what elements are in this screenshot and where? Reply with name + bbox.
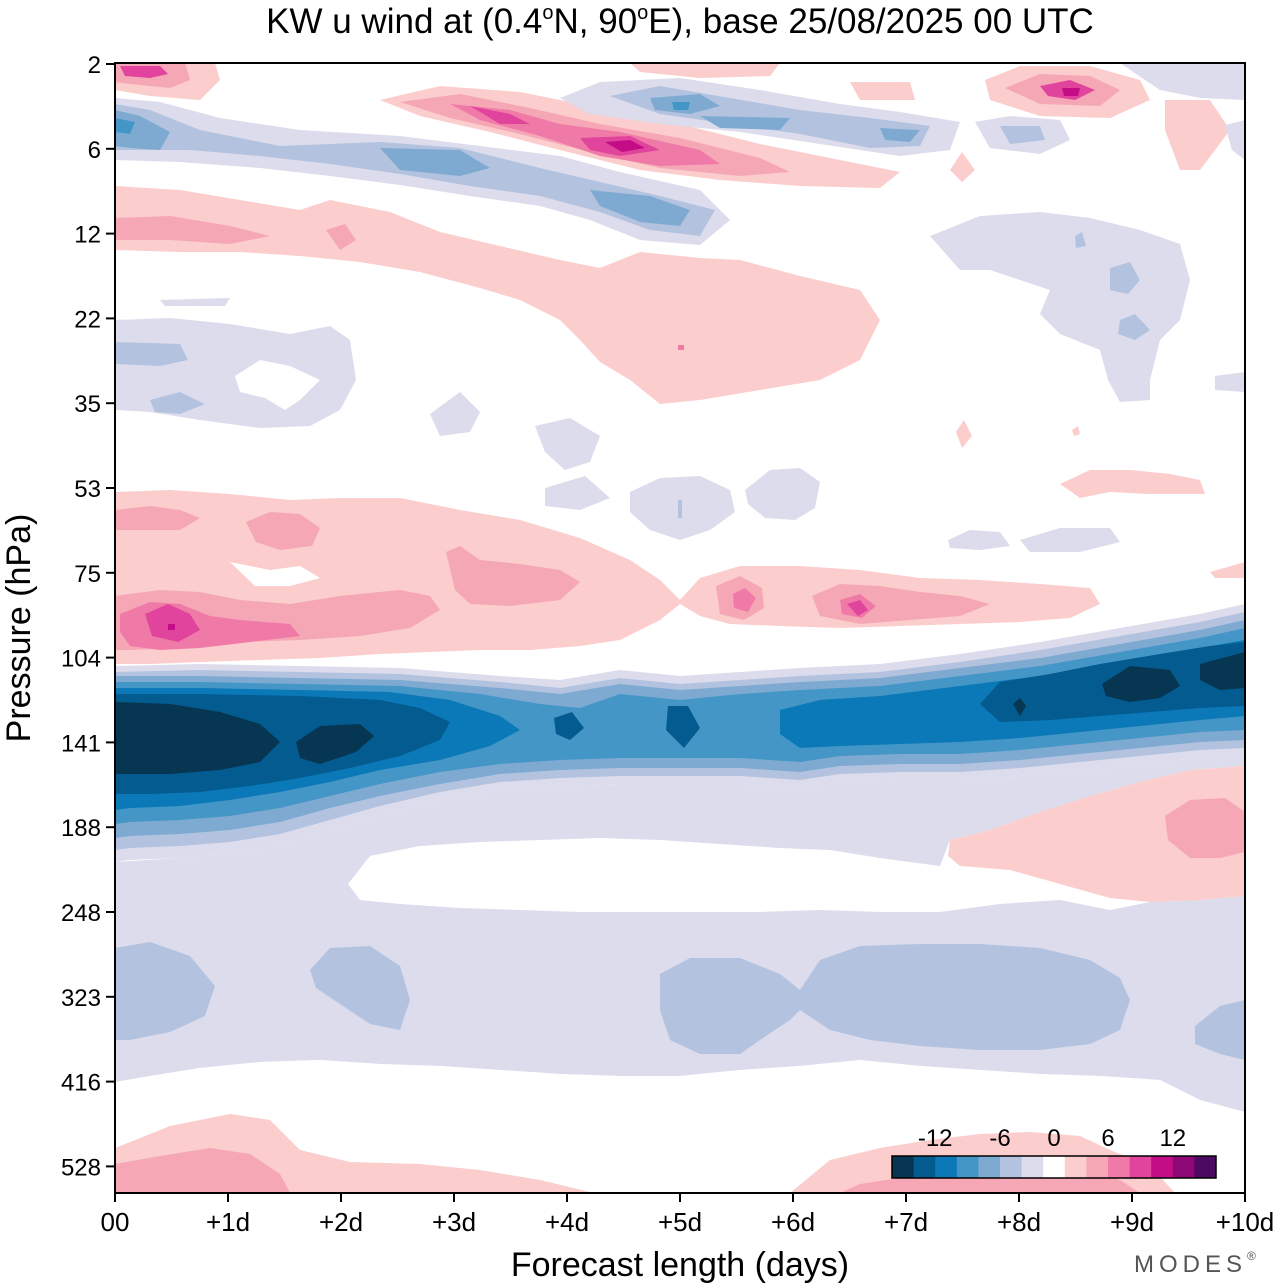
contour-lower-pos-2e [168, 624, 175, 630]
contour-tropo-pos-1-redraw [948, 766, 1245, 902]
contour-upper-neg-1c [115, 110, 690, 226]
contour-mid-neg-1 [115, 318, 356, 428]
x-tick-label: +5d [658, 1207, 702, 1237]
y-tick-label: 141 [61, 730, 101, 757]
contour-mid-pos-1 [115, 186, 880, 404]
y-tick-label: 416 [61, 1070, 101, 1097]
y-axis: 2 6 12 22 35 53 75 104 141 188 248 323 416 528 [61, 52, 115, 1181]
y-tick-label: 12 [74, 222, 101, 249]
colorbar-swatch [1043, 1156, 1066, 1178]
contour-jet-l6 [115, 642, 1245, 794]
contour-mid-neg-2c [1215, 372, 1245, 392]
contour-jet-l6b [554, 706, 700, 748]
colorbar-swatch [935, 1156, 958, 1178]
colorbar-swatch [892, 1156, 915, 1178]
y-tick-label: 35 [74, 391, 101, 418]
x-tick-label: +6d [771, 1207, 815, 1237]
contour-tropo-pos-1b-redraw [1165, 798, 1245, 858]
y-tick-label: 248 [61, 900, 101, 927]
y-tick-label: 528 [61, 1154, 101, 1181]
colorbar-swatch [1151, 1156, 1174, 1178]
x-tick-label: +4d [545, 1207, 589, 1237]
contour-upper-neg-1d [115, 118, 135, 134]
contour-mid-neg-hole [235, 360, 320, 410]
x-tick-label: +1d [206, 1207, 250, 1237]
colorbar-swatch [1000, 1156, 1023, 1178]
colorbar-frame [891, 1155, 1217, 1179]
contour-upper-pos-3e [850, 82, 1230, 182]
colorbar-swatch [1194, 1156, 1217, 1178]
y-tick-label: 53 [74, 476, 101, 503]
contour-lower-pos-1 [1060, 470, 1245, 578]
contour-mid-neg-1c [160, 298, 610, 510]
contour-surface-pos-1b [115, 1148, 1140, 1193]
colorbar-swatch [1172, 1156, 1195, 1178]
x-axis-label: Forecast length (days) [511, 1246, 849, 1284]
x-tick-label: +10d [1216, 1207, 1275, 1237]
colorbar-tick-label: -6 [989, 1125, 1010, 1152]
chart-title: KW u wind at (0.4oN, 90oE), base 25/08/2… [266, 2, 1094, 41]
contour-upper-neg-3b [1000, 126, 1045, 144]
x-tick-label: +9d [1110, 1207, 1154, 1237]
contour-upper-neg-2d [672, 102, 690, 110]
contour-lower-white-notch [230, 562, 320, 586]
y-tick-label: 323 [61, 985, 101, 1012]
contour-lower-neg-1 [630, 468, 1120, 552]
colorbar: -12 -6 0 6 12 [891, 1125, 1217, 1179]
y-axis-label: Pressure (hPa) [0, 514, 38, 743]
x-tick-label: 00 [101, 1207, 130, 1237]
contour-mid-pos-1c [678, 345, 684, 350]
y-tick-label: 6 [88, 137, 101, 164]
y-tick-label: 188 [61, 815, 101, 842]
contour-mid-neg-2 [930, 212, 1190, 402]
y-tick-label: 104 [61, 646, 101, 673]
contour-lower-pos-2b [115, 506, 990, 650]
contour-upper-pos-3d [1062, 88, 1080, 96]
contour-jet-l7 [115, 652, 1245, 774]
contour-mid-neg-1b [115, 342, 205, 414]
colorbar-swatch [956, 1156, 979, 1178]
y-tick-label: 2 [88, 52, 101, 79]
colorbar-tick-label: 6 [1101, 1125, 1114, 1152]
contour-lower-pos-2c [120, 588, 876, 650]
contour-upper-pos-2e [605, 140, 645, 152]
x-tick-label: +3d [432, 1207, 476, 1237]
contour-lower-neg-1b [678, 500, 682, 518]
colorbar-tick-label: 12 [1159, 1125, 1186, 1152]
contour-upper-pos-3 [630, 63, 1150, 118]
modes-logo: MODES® [1134, 1249, 1256, 1278]
contour-mid-pos-1b [115, 216, 356, 250]
x-axis: 00 +1d +2d +3d +4d +5d +6d +7d +8d +9d +10d [101, 1193, 1275, 1237]
colorbar-swatch [1064, 1156, 1087, 1178]
colorbar-swatch [978, 1156, 1001, 1178]
colorbar-swatch [1108, 1156, 1131, 1178]
contour-upper-pos-1c [120, 66, 168, 78]
colorbar-swatch [913, 1156, 936, 1178]
x-tick-label: +2d [319, 1207, 363, 1237]
x-tick-label: +8d [997, 1207, 1041, 1237]
colorbar-swatch [1021, 1156, 1044, 1178]
colorbar-swatch [1129, 1156, 1152, 1178]
contour-mid-neg-2b [1075, 232, 1150, 340]
x-tick-label: +7d [884, 1207, 928, 1237]
contour-tropo-white [348, 766, 1245, 912]
y-tick-label: 22 [74, 306, 101, 333]
colorbar-swatch [1086, 1156, 1109, 1178]
contour-tropo-neg-2 [115, 942, 1245, 1060]
y-tick-label: 75 [74, 561, 101, 588]
colorbar-tick-label: 0 [1047, 1125, 1060, 1152]
colorbar-tick-label: -12 [918, 1125, 953, 1152]
contour-upper-neg-2c [650, 94, 920, 142]
contour-field [115, 63, 1245, 1193]
